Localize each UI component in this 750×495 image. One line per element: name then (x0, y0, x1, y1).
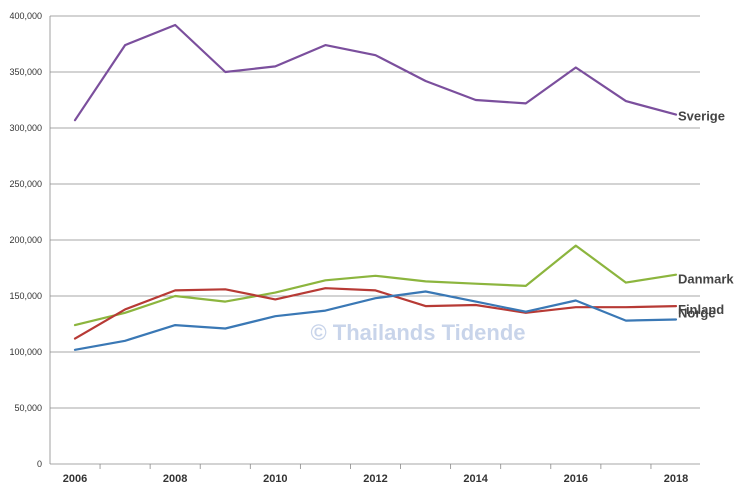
x-tick-label: 2006 (63, 473, 87, 485)
x-axis-ticks: 2006 2008 2010 2012 2014 2016 2018 (63, 464, 688, 485)
y-tick-label: 300,000 (9, 123, 42, 133)
series-label-danmark: Danmark (678, 272, 734, 287)
series-line-sverige (73, 23, 678, 122)
series-line-finland (73, 287, 678, 340)
series-label-finland: Finland (678, 302, 724, 317)
y-tick-label: 150,000 (9, 291, 42, 301)
series-line-danmark (73, 244, 678, 327)
x-tick-label: 2016 (564, 473, 588, 485)
series-label-norge: Norge (678, 306, 716, 321)
series-lines (73, 23, 678, 351)
y-tick-label: 250,000 (9, 179, 42, 189)
watermark-text: © Thailands Tidende (310, 320, 525, 345)
y-tick-label: 0 (37, 459, 42, 469)
y-axis-ticks: 0 50,000 100,000 150,000 200,000 250,000 300,0… (9, 11, 42, 469)
x-tick-label: 2014 (463, 473, 488, 485)
x-tick-label: 2008 (163, 473, 187, 485)
series-label-sverige: Sverige (678, 109, 725, 124)
y-tick-label: 200,000 (9, 235, 42, 245)
axes (49, 16, 700, 465)
series-line-norge (73, 290, 678, 351)
x-tick-label: 2018 (664, 473, 688, 485)
x-tick-label: 2012 (363, 473, 387, 485)
y-tick-label: 100,000 (9, 347, 42, 357)
gridlines (50, 15, 700, 409)
y-tick-label: 50,000 (14, 403, 42, 413)
y-tick-label: 400,000 (9, 11, 42, 21)
x-tick-label: 2010 (263, 473, 287, 485)
y-tick-label: 350,000 (9, 67, 42, 77)
